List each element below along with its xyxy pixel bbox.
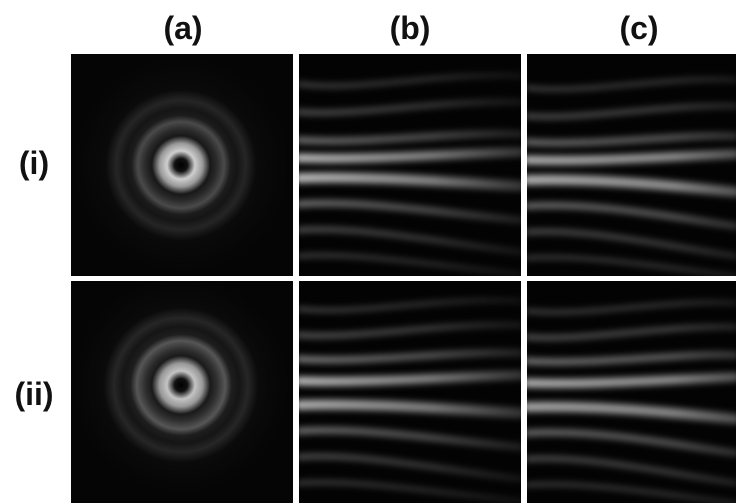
fringe-pattern-image [299, 54, 521, 276]
fringe-pattern-image [527, 281, 736, 503]
ring-pattern-image [71, 281, 293, 503]
panel-i-b [299, 54, 521, 276]
panel-ii-a [71, 281, 293, 503]
column-label-b: (b) [389, 10, 431, 46]
column-label-c: (c) [619, 10, 659, 46]
panel-i-c [527, 54, 736, 276]
panel-ii-b [299, 281, 521, 503]
column-label-a: (a) [163, 10, 203, 46]
row-label-i: (i) [18, 145, 50, 181]
row-label-ii: (ii) [14, 376, 54, 412]
panel-ii-c [527, 281, 736, 503]
fringe-pattern-image [299, 281, 521, 503]
fringe-pattern-image [527, 54, 736, 276]
ring-pattern-image [71, 54, 293, 276]
panel-i-a [71, 54, 293, 276]
